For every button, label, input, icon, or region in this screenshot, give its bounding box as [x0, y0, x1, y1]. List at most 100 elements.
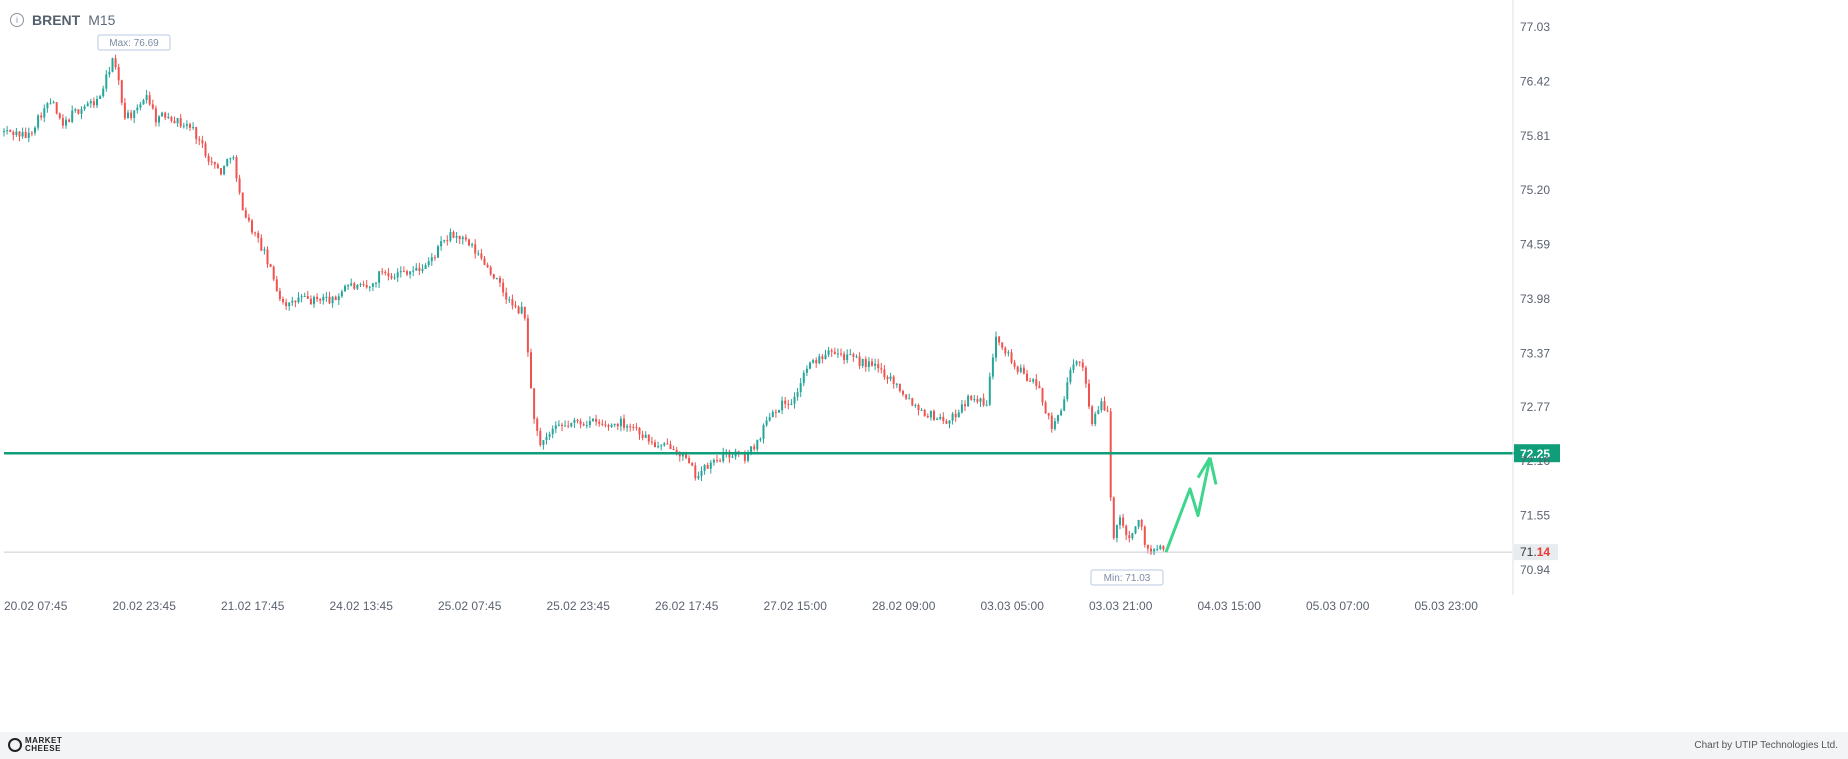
timeframe-label[interactable]: M15	[88, 12, 116, 28]
candle-down	[942, 412, 945, 425]
x-tick-label: 04.03 15:00	[1198, 599, 1262, 613]
candle-down	[530, 348, 532, 389]
candle-up	[356, 283, 359, 291]
candle-up	[1094, 411, 1097, 427]
candle-down	[864, 356, 867, 372]
candle-down	[130, 109, 133, 121]
candle-up	[554, 421, 557, 434]
candle-down	[672, 445, 675, 451]
candle-down	[418, 262, 421, 276]
candle-up	[15, 127, 18, 137]
candle-up	[793, 392, 796, 409]
candle-up	[412, 266, 415, 277]
candle-up	[619, 416, 622, 432]
candle-up	[127, 109, 129, 119]
candle-up	[71, 105, 74, 124]
candle-up	[232, 155, 235, 161]
candle-down	[877, 358, 880, 373]
candle-down	[579, 418, 582, 429]
candle-down	[654, 439, 656, 448]
candle-up	[449, 228, 452, 243]
candle-down	[362, 280, 365, 287]
candle-down	[207, 153, 210, 166]
candle-up	[570, 422, 573, 428]
candle-down	[1044, 400, 1047, 414]
candle-up	[520, 301, 523, 315]
candle-up	[762, 423, 765, 444]
candle-up	[1019, 364, 1022, 374]
candle-up	[322, 293, 325, 305]
candle-down	[18, 131, 21, 142]
candle-up	[393, 273, 396, 280]
candle-up	[846, 349, 849, 364]
svg-text:Max: 76.69: Max: 76.69	[109, 38, 159, 49]
info-icon[interactable]: i	[10, 13, 24, 27]
candle-up	[973, 394, 976, 403]
candle-up	[347, 283, 350, 290]
candle-down	[114, 54, 117, 70]
candle-up	[967, 394, 970, 408]
x-tick-label: 28.02 09:00	[872, 599, 936, 613]
candle-up	[771, 409, 774, 418]
candle-down	[1038, 381, 1041, 389]
candle-up	[747, 449, 749, 463]
candle-down	[706, 462, 709, 469]
candle-down	[266, 246, 269, 268]
candle-up	[508, 296, 511, 304]
candle-down	[1103, 396, 1106, 412]
candle-down	[517, 305, 520, 315]
candle-up	[145, 89, 148, 104]
x-tick-label: 05.03 23:00	[1415, 599, 1479, 613]
y-tick-label: 71.55	[1520, 509, 1550, 523]
candle-down	[641, 430, 644, 441]
candle-down	[309, 295, 312, 305]
candle-up	[409, 271, 412, 279]
candle-down	[629, 423, 632, 432]
candle-up	[337, 293, 340, 306]
candle-up	[74, 108, 77, 113]
y-tick-label: 73.98	[1520, 292, 1550, 306]
candle-down	[492, 273, 495, 280]
candle-down	[638, 427, 641, 440]
candle-down	[154, 105, 157, 127]
candle-down	[489, 265, 492, 276]
candle-up	[709, 460, 712, 474]
candle-up	[375, 281, 377, 288]
candle-up	[663, 442, 666, 447]
candle-down	[446, 235, 449, 246]
candle-down	[55, 102, 58, 115]
candle-down	[616, 423, 619, 431]
candle-down	[1081, 358, 1084, 372]
candle-up	[836, 348, 839, 359]
candle-up	[34, 126, 36, 136]
time-axis: 20.02 07:45 20.02 23:45 21.02 17:45 24.02 1…	[4, 599, 1478, 613]
candle-down	[647, 434, 650, 445]
brand-logo: MARKET CHEESE	[8, 737, 62, 753]
candle-down	[241, 192, 244, 211]
candle-down	[486, 262, 489, 268]
candle-down	[381, 267, 384, 276]
current-price-label: 71.14	[1520, 545, 1550, 559]
candle-up	[43, 104, 46, 123]
x-tick-label: 25.02 23:45	[547, 599, 611, 613]
y-tick-label: 72.77	[1520, 400, 1550, 414]
candle-up	[83, 104, 86, 112]
svg-text:Min: 71.03: Min: 71.03	[1104, 573, 1151, 584]
candle-down	[464, 234, 467, 242]
candle-up	[991, 353, 994, 380]
candle-down	[917, 403, 920, 416]
candle-up	[344, 284, 346, 292]
candle-down	[204, 141, 207, 158]
candle-up	[52, 100, 55, 104]
candle-down	[173, 116, 176, 124]
price-chart[interactable]: 72.25 71.14 Max: 76.69 Min: 71.03 77.03 76.4…	[0, 0, 1848, 732]
candle-up	[86, 101, 89, 107]
candle-down	[195, 126, 198, 144]
candle-down	[294, 300, 297, 308]
candle-up	[979, 397, 982, 407]
candle-up	[6, 126, 9, 135]
candle-up	[443, 239, 446, 244]
candle-down	[254, 231, 257, 237]
candle-up	[440, 236, 443, 251]
candle-down	[998, 335, 1001, 346]
